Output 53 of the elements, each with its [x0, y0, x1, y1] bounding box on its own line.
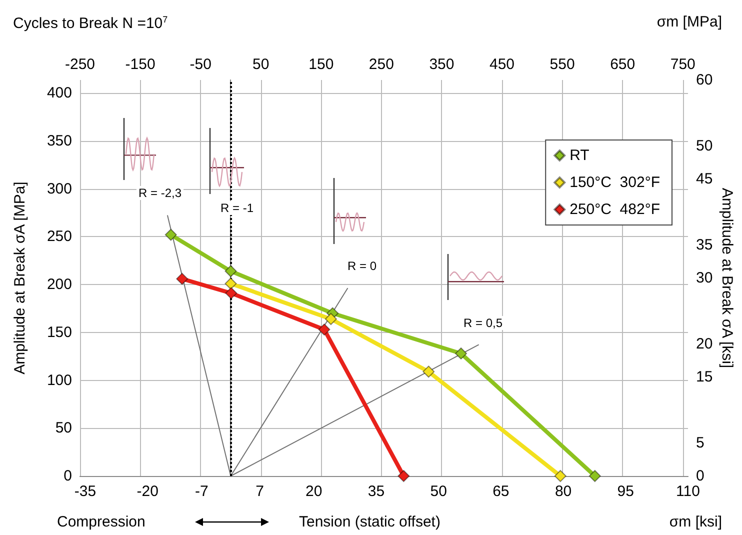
x2-tick-label: 350 — [429, 56, 454, 73]
x2-tick-label: 450 — [489, 56, 515, 73]
x-tick-label: -20 — [136, 483, 158, 500]
y-tick-label: 350 — [46, 132, 72, 150]
x-tick-label: 65 — [492, 483, 510, 500]
x-tick-label: 20 — [306, 483, 322, 500]
y-tick-label: 50 — [55, 420, 72, 437]
x-tick-label: 110 — [676, 483, 700, 500]
y-tick-label: 200 — [46, 276, 72, 294]
x-tick-label: 7 — [256, 483, 264, 500]
y2-tick-label: 0 — [696, 468, 704, 484]
legend-label: 250°C 482°F — [570, 201, 660, 218]
y-tick-label: 300 — [46, 180, 72, 198]
x-tick-label: 35 — [368, 483, 385, 500]
y-tick-label: 250 — [46, 228, 72, 246]
x-tick-label: 80 — [554, 483, 572, 500]
x2-tick-label: -50 — [190, 56, 212, 73]
y-tick-label: 400 — [46, 84, 72, 102]
y2-tick-label: 50 — [696, 138, 713, 154]
x-tick-label: -7 — [194, 483, 208, 500]
y2-tick-label: 45 — [696, 170, 713, 188]
y2-tick-label: 35 — [696, 236, 713, 254]
annotation: R = 0,5 — [463, 316, 503, 330]
annotation: R = -1 — [220, 201, 254, 215]
y-tick-label: 150 — [46, 324, 72, 341]
x2-axis-title: σm [MPa] — [656, 14, 722, 30]
x-tick-label: 50 — [430, 483, 447, 500]
x-tick-label: -35 — [74, 483, 96, 500]
y2-tick-label: 20 — [696, 336, 713, 352]
y-tick-label: 100 — [46, 372, 72, 389]
x2-tick-label: -150 — [125, 56, 156, 73]
y2-tick-label: 5 — [696, 434, 704, 452]
y2-axis-title: Amplitude at Break σA [ksi] — [718, 188, 736, 368]
x2-tick-label: 750 — [670, 56, 696, 73]
legend-label: RT — [570, 147, 590, 164]
text: Tension (static offset) — [299, 514, 440, 530]
x2-tick-label: 250 — [368, 56, 394, 73]
x2-tick-label: 50 — [252, 56, 270, 73]
legend-label: 150°C 302°F — [570, 174, 660, 191]
x2-tick-label: 150 — [308, 56, 334, 73]
y-axis-title: Amplitude at Break σA [MPa] — [12, 182, 28, 374]
x2-tick-label: 650 — [610, 56, 636, 73]
annotation: R = 0 — [347, 259, 377, 273]
x-tick-label: 95 — [617, 483, 634, 500]
y2-tick-label: 15 — [696, 368, 713, 386]
y2-tick-label: 60 — [696, 72, 713, 88]
x-axis-title: σm [ksi] — [669, 514, 722, 530]
y2-tick-label: 30 — [696, 270, 713, 286]
y-tick-label: 0 — [64, 468, 72, 484]
x2-tick-label: -250 — [64, 56, 96, 73]
text: Compression — [57, 514, 146, 530]
annotation: R = -2,3 — [138, 186, 182, 200]
x2-tick-label: 550 — [550, 56, 575, 73]
